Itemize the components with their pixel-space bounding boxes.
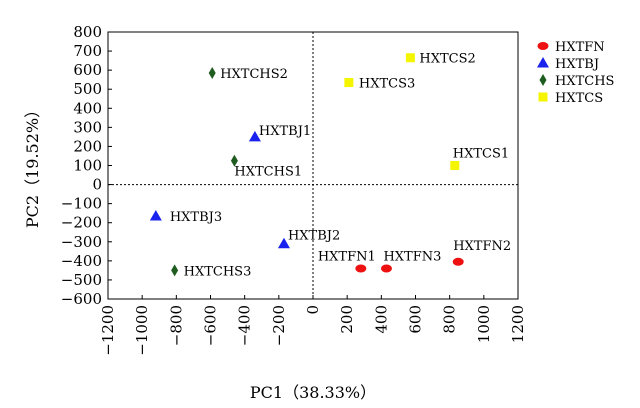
y-tick-label: 500 (73, 80, 102, 98)
point-label: HXTBJ3 (170, 210, 222, 225)
x-axis-label: PC1（38.33%） (250, 383, 376, 402)
y-tick-label: −100 (61, 195, 102, 213)
data-point (452, 257, 464, 266)
y-tick-label: 800 (73, 23, 102, 41)
point-label: HXTCHS3 (184, 264, 252, 279)
legend-label: HXTBJ (555, 57, 599, 72)
point-label: HXTCS1 (453, 147, 509, 162)
data-point (149, 210, 162, 221)
series-hxtcs: HXTCS2 HXTCS3 HXTCS1 (344, 52, 509, 170)
data-point (277, 237, 290, 249)
x-tick-label: −200 (270, 305, 288, 346)
y-tick-label: −500 (61, 271, 102, 289)
data-point (405, 53, 415, 63)
point-label: HXTCS3 (359, 77, 415, 92)
legend-marker (537, 57, 549, 68)
x-tick-label: 1200 (509, 305, 527, 343)
legend: HXTFN HXTBJ HXTCHS HXTCS (537, 40, 614, 106)
y-tick-label: 700 (73, 42, 102, 60)
x-tick-label: 0 (304, 305, 322, 315)
legend-label: HXTCHS (555, 74, 614, 89)
point-label: HXTFN1 (318, 249, 376, 264)
x-tick-label: 1000 (475, 305, 493, 343)
y-tick-label: −300 (61, 233, 102, 251)
point-label: HXTCS2 (419, 52, 475, 67)
point-label: HXTBJ1 (259, 124, 311, 139)
y-tick-label: 400 (73, 99, 102, 117)
data-point (248, 130, 261, 142)
x-axis-ticks: −1200 −1000 −800 −600 −400 −200 0 200 400 600 800 1… (99, 295, 527, 356)
point-label: HXTBJ2 (288, 229, 340, 244)
x-tick-label: 800 (441, 305, 459, 334)
data-point (450, 161, 460, 170)
y-tick-label: 200 (73, 137, 102, 155)
x-tick-label: −1000 (133, 305, 151, 356)
legend-marker (537, 42, 549, 50)
series-hxtfn: HXTFN1 HXTFN3 HXTFN2 (318, 239, 511, 273)
legend-label: HXTFN (555, 40, 605, 55)
y-tick-label: −600 (61, 290, 102, 308)
point-label: HXTFN2 (453, 239, 511, 254)
data-point (344, 78, 354, 88)
point-label: HXTFN3 (383, 249, 441, 264)
data-point (380, 264, 392, 273)
x-tick-label: −1200 (99, 305, 117, 356)
data-point (230, 154, 238, 167)
y-tick-label: −200 (61, 214, 102, 232)
x-tick-label: −600 (202, 305, 220, 346)
x-tick-label: −800 (167, 305, 185, 346)
x-tick-label: 400 (372, 305, 390, 334)
data-points: HXTFN1 HXTFN3HXTFN2HXTBJ1HXTBJ3HXTBJ2HXTC… (149, 52, 511, 279)
zero-reference-lines (108, 32, 518, 299)
legend-marker (539, 74, 547, 86)
data-point (171, 264, 179, 277)
data-point (355, 264, 367, 273)
x-tick-label: 200 (338, 305, 356, 334)
point-label: HXTCHS1 (234, 165, 302, 180)
data-point (208, 67, 216, 80)
y-tick-label: 0 (92, 176, 102, 194)
series-hxtbj: HXTBJ1 HXTBJ3 HXTBJ2 (149, 124, 340, 249)
legend-marker (538, 92, 548, 102)
x-tick-label: −400 (236, 305, 254, 346)
y-tick-label: 600 (73, 61, 102, 79)
legend-label: HXTCS (555, 91, 603, 106)
y-tick-label: −400 (61, 252, 102, 270)
x-tick-label: 600 (407, 305, 425, 334)
y-tick-label: 300 (73, 118, 102, 136)
series-hxtchs: HXTCHS2 HXTCHS1 HXTCHS3 (171, 67, 302, 279)
y-axis-label: PC2（19.52%） (23, 102, 42, 228)
point-label: HXTCHS2 (220, 67, 288, 82)
y-tick-label: 100 (73, 157, 102, 175)
